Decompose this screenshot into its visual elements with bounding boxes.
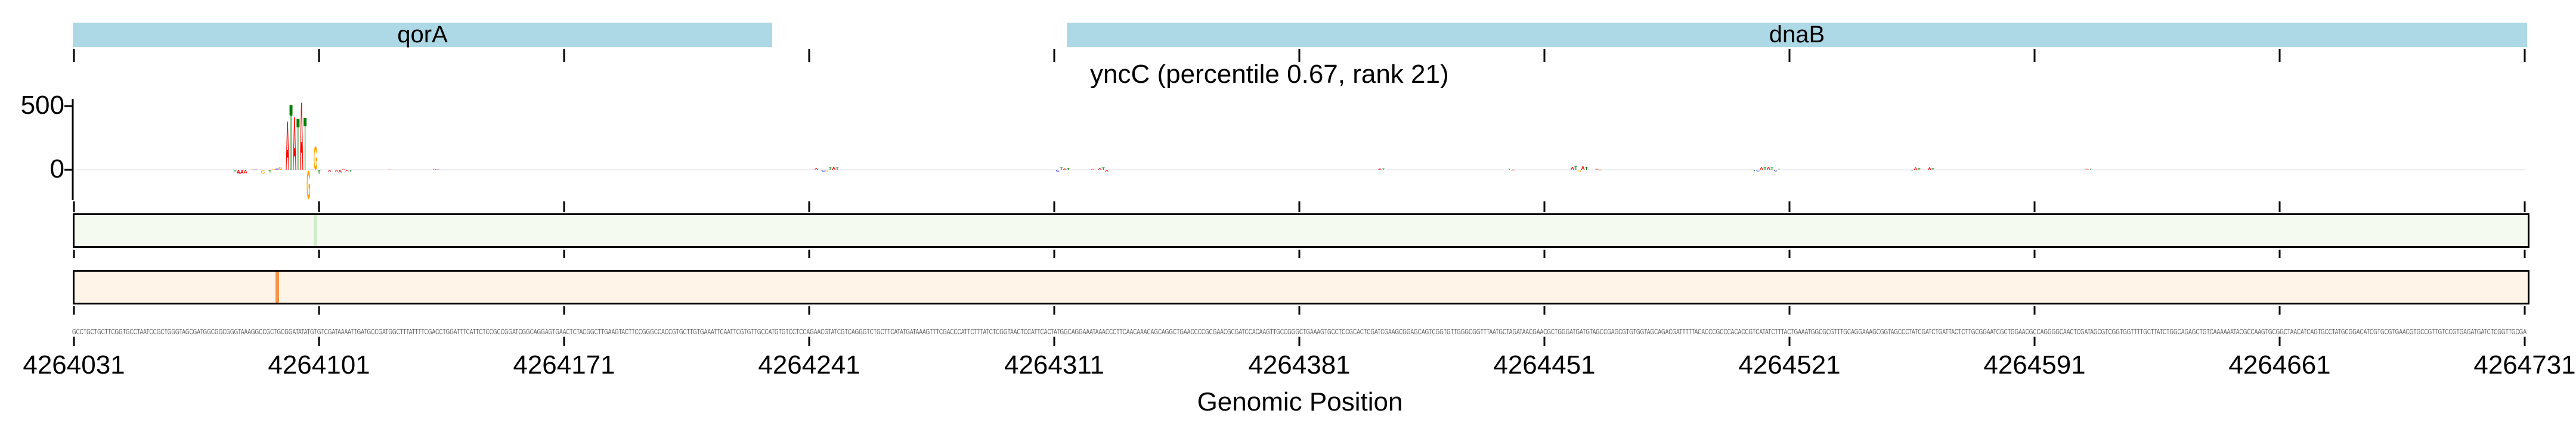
logo-letter-t: T <box>289 85 292 190</box>
logo-letter-t: T <box>268 169 272 173</box>
logo-letter-c: C <box>254 169 258 170</box>
x-tick-label: 4264381 <box>1248 350 1351 380</box>
logo-letter-c: C <box>1056 170 1060 173</box>
x-tick-label: 4264521 <box>1738 350 1841 380</box>
x-tick-label: 4264731 <box>2473 350 2576 380</box>
logo-letter-a: A <box>1511 170 1515 172</box>
x-tick-label: 4264451 <box>1493 350 1596 380</box>
logo-letter-a: A <box>293 102 296 187</box>
logo-letter-c: C <box>1773 170 1778 172</box>
logo-letter-a: A <box>1595 169 1599 170</box>
x-tick-label: 4264031 <box>23 350 125 380</box>
gene-bar-qora: qorA <box>73 21 772 48</box>
orange-track <box>73 270 2529 304</box>
green-track <box>73 213 2529 248</box>
x-tick-label: 4264661 <box>2228 350 2331 380</box>
x-tick-label: 4264311 <box>1004 350 1105 380</box>
logo-letter-a: A <box>1105 170 1109 173</box>
logo-letter-g: G <box>306 163 311 209</box>
logo-letter-c: C <box>821 170 825 173</box>
reference-sequence: GCCTGCTGCTTCGGTGCCTAATCCGCTGGGTAGCGATGGC… <box>72 327 2527 336</box>
logo-letter-a: A <box>338 169 342 173</box>
logo-letter-t: T <box>835 166 839 170</box>
logo-letter-a: A <box>240 169 244 175</box>
logo-letter-t: T <box>1060 167 1063 170</box>
logo-letter-t: T <box>1508 169 1511 170</box>
green-track-highlight <box>314 215 318 246</box>
logo-letter-t: T <box>1574 165 1578 171</box>
logo-letter-t: T <box>1931 168 1935 171</box>
logo-letter-a: A <box>342 169 346 170</box>
logo-letter-t: T <box>296 104 299 186</box>
gene-label-dnab: dnaB <box>1769 21 1825 48</box>
y-tick-label-500: 500 <box>20 91 64 120</box>
logo-letter-a: A <box>1571 166 1574 170</box>
logo-letter-a: A <box>244 169 247 175</box>
logo-letter-t: T <box>1911 170 1914 172</box>
logo-letter-t: T <box>349 170 352 173</box>
logo-letter-g: G <box>314 139 318 177</box>
x-tick-label: 4264171 <box>513 350 615 380</box>
logo-letter-g: G <box>1599 170 1603 172</box>
logo-letter-t: T <box>1778 169 1781 170</box>
logo-letter-a: A <box>1098 168 1101 171</box>
logo-letter-a: A <box>1063 168 1067 170</box>
logo-letter-a: A <box>832 166 835 170</box>
logo-letter-g: G <box>261 169 265 175</box>
gene-label-qora: qorA <box>397 21 448 48</box>
logo-letter-a: A <box>237 169 241 175</box>
logo-letter-c: C <box>436 169 441 170</box>
gene-bar-dnab: dnaB <box>1067 21 2527 48</box>
orange-track-highlight <box>275 272 279 303</box>
logo-letter-t: T <box>1382 168 1385 170</box>
logo-letter-t: T <box>1918 168 1921 171</box>
logo-letter-t: T <box>311 169 314 170</box>
logo-letter-g: G <box>825 170 829 173</box>
logo-letter-a: A <box>335 170 338 173</box>
logo-letter-a: A <box>1378 168 1382 170</box>
x-tick-label: 4264101 <box>268 350 370 380</box>
logo-letter-a: A <box>300 82 304 191</box>
plot-title: yncC (percentile 0.67, rank 21) <box>1090 60 1449 89</box>
logo-letter-t: T <box>1770 166 1774 171</box>
logo-letter-g: G <box>278 166 283 170</box>
y-tick-label-0: 0 <box>49 154 64 184</box>
logo-letter-t: T <box>1763 166 1766 170</box>
logo-letter-t: T <box>1102 167 1106 170</box>
logo-letter-t: T <box>234 170 237 173</box>
logo-letter-c: C <box>275 168 280 170</box>
x-tick-label: 4264241 <box>758 350 860 380</box>
logo-letter-t: T <box>1585 166 1588 170</box>
logo-letter-g: G <box>250 169 255 170</box>
logo-letter-a: A <box>1091 169 1095 170</box>
logo-letter-a: A <box>1767 166 1770 170</box>
logo-letter-a: A <box>1928 167 1931 170</box>
logo-letter-t: T <box>2089 169 2092 170</box>
logo-letter-t: T <box>304 102 306 186</box>
x-axis-label: Genomic Position <box>1197 387 1403 416</box>
logo-letter-a: A <box>2085 169 2089 170</box>
x-tick-label: 4264591 <box>1983 350 2086 380</box>
logo-letter-a: A <box>345 170 349 172</box>
logo-letter-a: A <box>1760 166 1764 171</box>
logo-letter-g: G <box>271 169 275 170</box>
logo-letter-a: A <box>328 170 332 173</box>
logo-letter-t: T <box>317 169 321 175</box>
logo-letter-g: G <box>387 169 391 170</box>
logo-letter-g: G <box>1577 170 1581 173</box>
logo-letter-a: A <box>1581 165 1585 171</box>
logo-letter-a: A <box>286 106 289 185</box>
logo-letter-a: A <box>1914 167 1917 170</box>
logo-letter-a: A <box>815 168 818 171</box>
logo-letter-a: A <box>433 169 437 170</box>
logo-letter-t: T <box>829 166 832 170</box>
logo-letter-t: T <box>1067 168 1070 171</box>
logo-letter-c: C <box>1756 170 1760 172</box>
logo-letter-t: T <box>1753 170 1756 172</box>
